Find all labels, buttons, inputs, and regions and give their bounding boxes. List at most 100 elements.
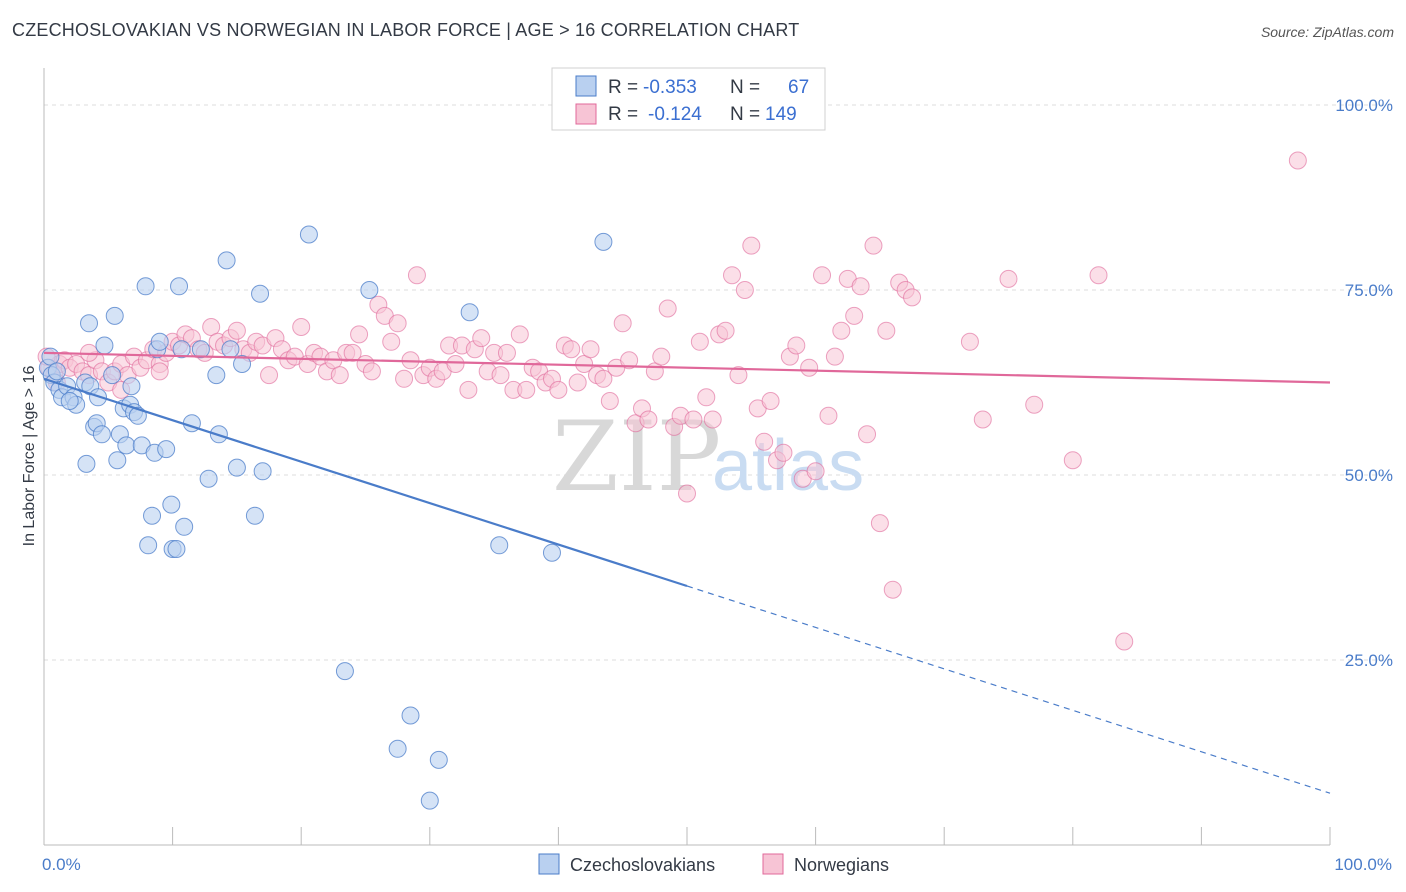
watermark: ZIP atlas: [552, 401, 864, 513]
czechoslovakians-point-37: [167, 540, 186, 558]
czechoslovakians-point-15: [92, 425, 111, 444]
y-axis-label: In Labor Force | Age > 16: [21, 366, 38, 547]
bottom-legend: Czechoslovakians Norwegians: [538, 853, 889, 875]
bottom-legend-czechoslovakians: Czechoslovakians: [570, 855, 715, 875]
norwegians-point-88: [600, 392, 619, 410]
legend-r-value-2: -0.124: [648, 104, 702, 125]
czechoslovakians-point-63: [594, 232, 613, 251]
czechoslovakians-point-66: [60, 392, 79, 410]
norwegians-point-104: [703, 410, 722, 429]
czechoslovakians-point-65: [47, 362, 66, 381]
czechoslovakians-point-56: [401, 706, 420, 725]
norwegians-trend-line: [43, 351, 1331, 384]
norwegians-point-91: [620, 351, 639, 370]
czechoslovakians-point-47: [221, 340, 240, 359]
czechoslovakians-point-60: [460, 303, 479, 322]
y-tick-label-75: 75.0%: [1345, 281, 1393, 300]
y-tick-label-25: 25.0%: [1345, 651, 1393, 670]
norwegians-point-85: [581, 340, 600, 359]
norwegians-point-46: [330, 366, 349, 385]
czechoslovakians-point-42: [191, 340, 210, 359]
norwegians-point-128: [858, 425, 877, 444]
norwegians-point-51: [362, 362, 381, 381]
czechoslovakians-point-58: [420, 791, 439, 810]
norwegians-point-97: [658, 299, 677, 318]
norwegians-point-100: [678, 484, 696, 503]
czechoslovakians-point-54: [335, 662, 354, 681]
czechoslovakians-point-28: [136, 277, 155, 296]
bottom-legend-swatch-pink: [762, 853, 784, 875]
norwegians-point-137: [973, 410, 992, 429]
norwegians-point-131: [877, 321, 896, 340]
norwegians-point-136: [960, 332, 979, 351]
czechoslovakians-point-9: [77, 454, 96, 473]
norwegians-point-124: [832, 321, 851, 340]
norwegians-point-130: [870, 514, 889, 533]
norwegians-point-35: [260, 366, 279, 385]
norwegians-point-109: [735, 281, 754, 299]
norwegians-point-139: [1025, 395, 1044, 414]
czechoslovakians-trend-extension: [686, 585, 1331, 794]
czechoslovakians-point-52: [253, 462, 272, 481]
legend-r-label-1: R =: [608, 77, 638, 98]
norwegians-point-49: [350, 325, 369, 344]
czechoslovakians-point-50: [245, 506, 264, 525]
norwegians-point-55: [388, 314, 407, 333]
czechoslovakians-point-33: [150, 332, 169, 351]
norwegians-point-119: [800, 358, 819, 377]
czechoslovakians-point-19: [108, 451, 127, 470]
legend-n-value-1: 67: [788, 77, 809, 98]
norwegians-point-113: [761, 392, 780, 410]
czechoslovakians-point-34: [157, 440, 176, 459]
legend-swatch-pink: [575, 103, 597, 125]
trend-lines: [43, 351, 1331, 794]
norwegians-point-138: [999, 269, 1018, 288]
norwegians-point-58: [407, 266, 426, 285]
norwegians-point-103: [697, 388, 716, 407]
czechoslovakians-point-59: [429, 750, 448, 769]
czechoslovakians-point-61: [490, 536, 509, 555]
norwegians-point-84: [575, 355, 594, 373]
czechoslovakians-point-48: [227, 458, 246, 477]
czechoslovakians-point-46: [217, 251, 236, 270]
norwegians-point-123: [825, 347, 844, 366]
czechoslovakians-point-57: [388, 739, 407, 758]
norwegians-point-74: [510, 325, 529, 344]
czechoslovakians-point-53: [299, 225, 318, 244]
czechoslovakians-point-55: [360, 281, 379, 299]
czechoslovakians-point-11: [80, 314, 99, 333]
norwegians-point-108: [729, 366, 748, 385]
y-tick-label-50: 50.0%: [1345, 466, 1393, 485]
legend-n-value-2: 149: [765, 104, 797, 125]
norwegians-point-56: [395, 369, 414, 388]
norwegians-point-80: [549, 380, 568, 399]
norwegians-point-135: [903, 288, 922, 307]
norwegians-point-72: [497, 343, 516, 362]
norwegians-point-75: [517, 380, 536, 399]
norwegians-point-122: [819, 406, 838, 425]
norwegians-point-26: [202, 318, 221, 336]
norwegians-point-112: [755, 432, 774, 451]
norwegians-point-115: [774, 443, 793, 462]
legend-r-value-1: -0.353: [643, 77, 697, 98]
czechoslovakians-point-38: [170, 277, 189, 296]
norwegians-point-83: [568, 373, 587, 392]
czechoslovakians-point-24: [122, 377, 141, 396]
czechoslovakians-point-18: [105, 306, 124, 325]
norwegians-point-143: [1288, 151, 1307, 170]
watermark-atlas: atlas: [712, 426, 864, 506]
norwegians-point-48: [343, 343, 362, 362]
legend-n-label-1: N =: [730, 77, 760, 98]
czechoslovakians-point-44: [207, 366, 226, 385]
norwegians-point-87: [594, 369, 613, 388]
norwegians-points: [37, 151, 1307, 651]
norwegians-point-106: [716, 321, 735, 340]
norwegians-point-90: [613, 314, 632, 333]
norwegians-point-142: [1115, 632, 1134, 651]
norwegians-point-121: [813, 266, 832, 285]
norwegians-point-102: [690, 332, 709, 351]
norwegians-point-82: [562, 340, 581, 359]
legend-swatch-blue: [575, 75, 597, 97]
y-tick-labels: 25.0% 50.0% 75.0% 100.0%: [1335, 96, 1393, 670]
